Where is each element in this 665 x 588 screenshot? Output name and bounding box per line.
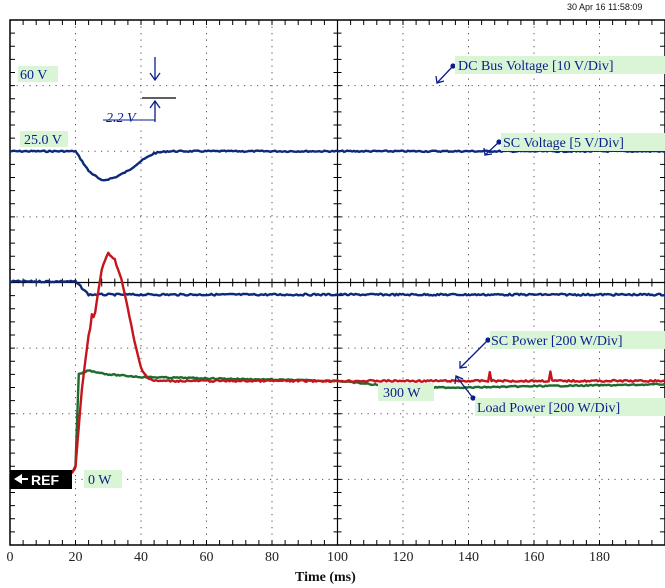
sc-power-legend: SC Power [200 W/Div] <box>459 331 665 369</box>
x-tick-labels: 0 20 40 60 80 100 120 140 160 180 <box>7 550 611 565</box>
x-tick-label: 20 <box>69 550 83 565</box>
ref-marker-text: REF <box>31 472 59 488</box>
x-tick-label: 0 <box>7 550 14 565</box>
sc-voltage-legend-text: SC Voltage [5 V/Div] <box>503 136 624 151</box>
dip-annotation: 2.2 V <box>103 57 176 126</box>
x-tick-label: 80 <box>265 550 279 565</box>
label-60v: 60 V <box>18 66 58 83</box>
timestamp: 30 Apr 16 11:58:09 <box>567 2 642 12</box>
x-tick-label: 120 <box>393 550 414 565</box>
x-tick-label: 60 <box>200 550 214 565</box>
x-tick-label: 140 <box>458 550 479 565</box>
label-60v-text: 60 V <box>20 68 47 83</box>
dip-annotation-text: 2.2 V <box>106 111 137 126</box>
label-25v: 25.0 V <box>20 131 68 148</box>
dc-bus-legend: DC Bus Voltage [10 V/Div] <box>435 56 665 84</box>
label-300w: 300 W <box>378 383 434 401</box>
label-300w-text: 300 W <box>383 386 421 401</box>
label-25v-text: 25.0 V <box>24 133 62 148</box>
load-power-legend: Load Power [200 W/Div] <box>454 375 665 416</box>
sc-voltage-legend: SC Voltage [5 V/Div] <box>483 133 665 156</box>
dc-bus-voltage-trace <box>9 149 665 182</box>
sc-voltage-trace <box>9 279 665 297</box>
x-tick-label: 180 <box>589 550 610 565</box>
x-tick-label: 40 <box>134 550 148 565</box>
x-tick-label: 160 <box>524 550 545 565</box>
label-0w-text: 0 W <box>88 473 112 488</box>
x-axis-title: Time (ms) <box>295 570 356 585</box>
traces <box>9 149 665 475</box>
x-tick-label: 100 <box>327 550 348 565</box>
dc-bus-legend-text: DC Bus Voltage [10 V/Div] <box>458 59 614 74</box>
sc-power-legend-text: SC Power [200 W/Div] <box>491 334 623 349</box>
ref-marker: REF <box>10 470 72 489</box>
label-0w: 0 W <box>84 470 122 488</box>
load-power-legend-text: Load Power [200 W/Div] <box>477 401 620 416</box>
scope-grid <box>9 19 665 546</box>
sc-power-trace <box>9 251 665 475</box>
